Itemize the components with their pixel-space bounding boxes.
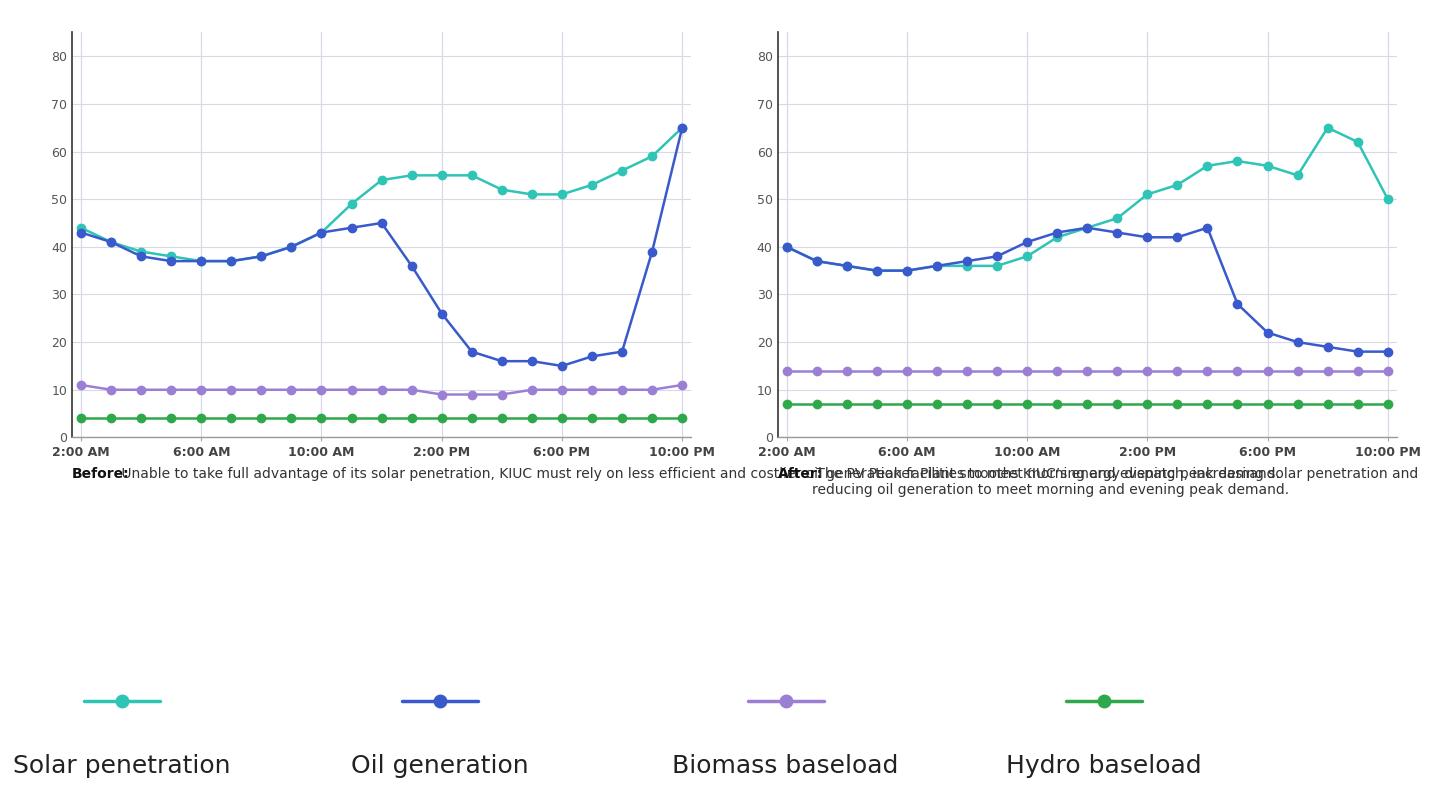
Text: Oil generation: Oil generation bbox=[351, 754, 528, 778]
Text: Biomass baseload: Biomass baseload bbox=[672, 754, 899, 778]
Text: Before:: Before: bbox=[72, 467, 130, 480]
Text: Hydro baseload: Hydro baseload bbox=[1005, 754, 1201, 778]
Text: Unable to take full advantage of its solar penetration, KIUC must rely on less e: Unable to take full advantage of its sol… bbox=[117, 467, 1280, 480]
Text: The PV Peaker Plant smooths KIUC’s energy dispatch, increasing solar penetration: The PV Peaker Plant smooths KIUC’s energ… bbox=[812, 467, 1418, 497]
Text: After:: After: bbox=[778, 467, 822, 480]
Text: Solar penetration: Solar penetration bbox=[13, 754, 230, 778]
